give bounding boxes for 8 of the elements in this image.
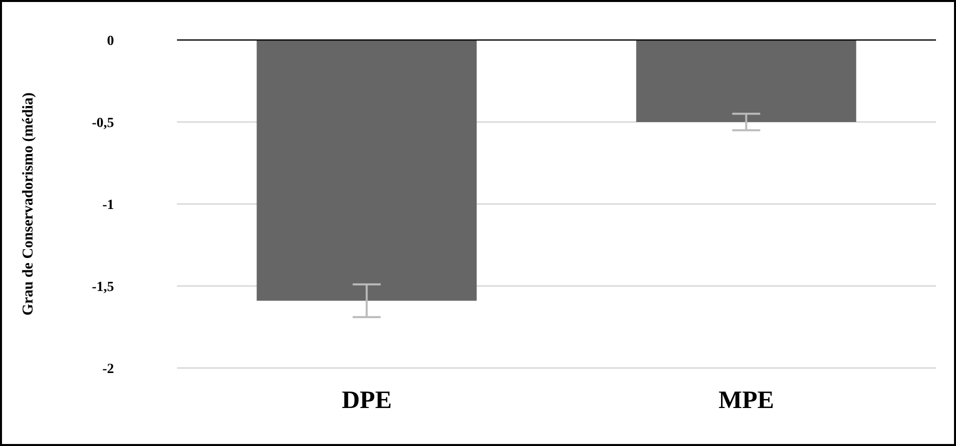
y-tick-label: 0 [107, 34, 114, 49]
y-tick-label: -1,5 [92, 280, 114, 295]
x-tick-label: DPE [342, 386, 392, 414]
y-tick-label: -1 [102, 198, 114, 213]
y-tick-label: -2 [102, 362, 114, 377]
x-tick-label: MPE [718, 386, 774, 414]
y-tick-label: -0,5 [92, 116, 114, 131]
y-axis-title: Grau de Conservadorismo (média) [20, 92, 36, 316]
